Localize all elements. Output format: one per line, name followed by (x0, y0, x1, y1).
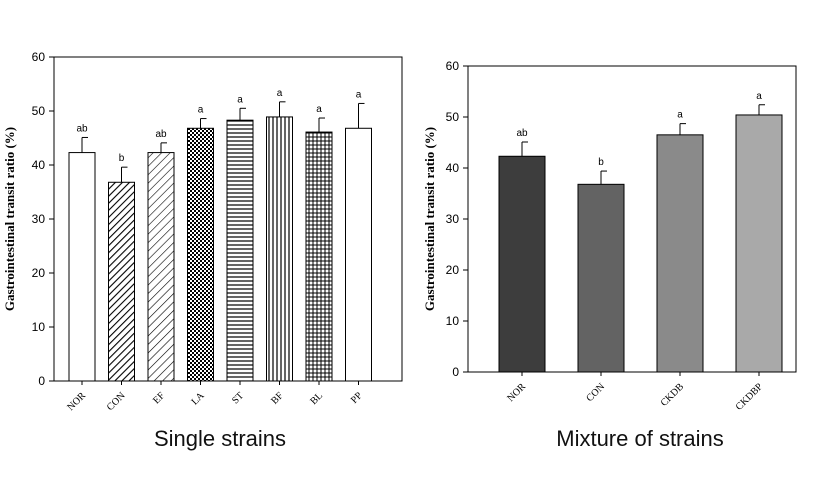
single-category-label-la: LA (189, 390, 207, 408)
single-y-axis-label: Gastrointestinal transit ratio (%) (2, 127, 17, 311)
single-bar-pp (345, 127, 372, 382)
single-category-label-nor: NOR (65, 390, 88, 413)
single-significance-pp: a (356, 89, 362, 100)
single-ytick-label: 10 (32, 320, 46, 334)
single-significance-ef: ab (155, 129, 167, 140)
single-significance-con: b (119, 153, 125, 164)
single-significance-bf: a (277, 88, 283, 99)
chart-mixture-of-strains: 0 10 20 30 40 50 60 Gastrointestinal transit ra… (422, 59, 797, 413)
single-bar-st (226, 119, 254, 382)
single-significance-st: a (237, 94, 243, 105)
single-bar-con (108, 181, 135, 382)
single-ytick-label: 30 (32, 212, 46, 226)
mixture-y-axis-label: Gastrointestinal transit ratio (%) (422, 127, 437, 311)
single-significance-bl: a (316, 104, 322, 115)
mixture-bar-ckdb (656, 134, 704, 373)
mixture-ytick-label: 0 (452, 365, 459, 379)
single-ytick-label: 60 (32, 50, 46, 64)
mixture-significance-con: b (598, 157, 604, 168)
mixture-ytick-label: 40 (446, 161, 460, 175)
single-significance-la: a (198, 105, 204, 116)
single-ytick-label: 20 (32, 266, 46, 280)
single-category-label-bl: BL (308, 390, 325, 407)
caption-mixture-of-strains: Mixture of strains (556, 426, 724, 451)
single-category-label-con: CON (105, 390, 128, 413)
mixture-category-label-ckdb: CKDB (659, 381, 687, 409)
mixture-significance-nor: ab (516, 128, 528, 139)
mixture-significance-ckdb: a (677, 110, 683, 121)
single-bar-bl (305, 131, 333, 382)
mixture-bar-ckdbp (735, 114, 783, 373)
single-significance-nor: ab (76, 123, 88, 134)
single-ytick-label: 0 (38, 374, 45, 388)
mixture-category-label-nor: NOR (505, 381, 528, 404)
mixture-ytick-label: 20 (446, 263, 460, 277)
single-ytick-label: 40 (32, 158, 46, 172)
mixture-ytick-label: 10 (446, 314, 460, 328)
single-category-label-ef: EF (151, 390, 167, 406)
single-bar-nor (68, 152, 96, 382)
mixture-category-label-ckdbp: CKDBP (734, 381, 766, 413)
mixture-ytick-label: 30 (446, 212, 460, 226)
mixture-bar-nor (498, 155, 546, 373)
single-category-label-bf: BF (269, 390, 286, 407)
single-bar-ef (147, 152, 175, 382)
mixture-ytick-label: 60 (446, 59, 460, 73)
single-bar-bf (266, 116, 293, 382)
single-category-label-st: ST (230, 390, 246, 406)
single-ytick-label: 50 (32, 104, 46, 118)
mixture-significance-ckdbp: a (756, 91, 762, 102)
mixture-bar-con (577, 183, 625, 373)
chart-single-strains: 0 10 20 30 40 50 60 Gastrointestinal transit ra… (2, 50, 403, 413)
mixture-category-label-con: CON (584, 381, 607, 404)
mixture-ytick-label: 50 (446, 110, 460, 124)
caption-single-strains: Single strains (153, 426, 287, 451)
single-category-label-pp: PP (349, 390, 365, 406)
single-bar-la (187, 127, 214, 382)
